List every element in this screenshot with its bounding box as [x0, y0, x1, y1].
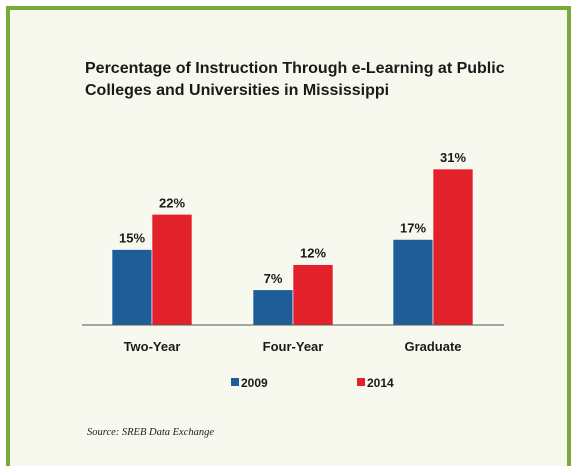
value-label-graduate-2009: 17% [400, 220, 426, 235]
bar-two-year-2009 [111, 249, 153, 326]
legend-label-2009: 2009 [241, 376, 268, 390]
bar-graduate-2014 [432, 168, 474, 326]
bar-four-year-2009 [252, 289, 294, 326]
chart-frame [6, 6, 571, 466]
legend: 2009 2014 [231, 376, 394, 390]
category-label-graduate: Graduate [404, 339, 461, 354]
bars-group [111, 168, 474, 326]
legend-label-2014: 2014 [367, 376, 394, 390]
value-label-two-year-2014: 22% [159, 195, 185, 210]
category-label-four-year: Four-Year [263, 339, 324, 354]
chart-title: Percentage of Instruction Through e-Lear… [85, 60, 505, 99]
value-label-four-year-2009: 7% [264, 271, 283, 286]
bar-graduate-2009 [392, 239, 434, 326]
legend-swatch-2009 [231, 378, 239, 386]
source-note: Source: SREB Data Exchange [87, 427, 215, 438]
value-labels-group: 15% 22% 7% 12% 17% 31% [119, 150, 466, 286]
value-label-four-year-2014: 12% [300, 246, 326, 261]
value-label-two-year-2009: 15% [119, 231, 145, 246]
value-label-graduate-2014: 31% [440, 150, 466, 165]
category-labels-group: Two-Year Four-Year Graduate [124, 339, 462, 354]
bar-four-year-2014 [292, 264, 334, 326]
category-label-two-year: Two-Year [124, 339, 181, 354]
bar-two-year-2014 [151, 213, 193, 326]
legend-swatch-2014 [357, 378, 365, 386]
